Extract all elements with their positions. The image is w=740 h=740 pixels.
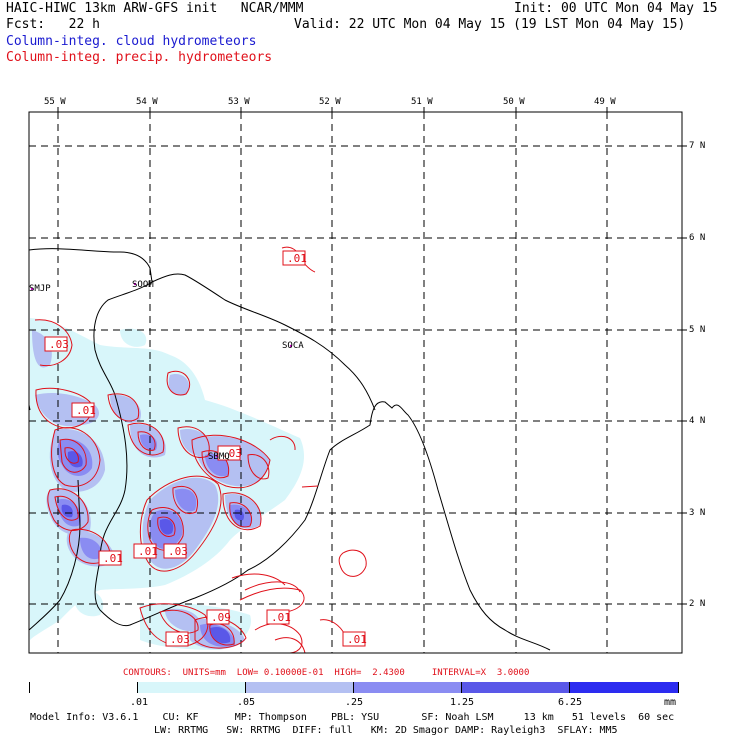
lat-label: 7 N [689, 141, 706, 151]
contour-label: .01 [347, 633, 367, 646]
lat-lon-grid [29, 112, 682, 653]
lat-label: 4 N [689, 416, 706, 426]
colorbar-cell [30, 682, 138, 693]
contour-label: .01 [103, 552, 123, 565]
lat-label: 2 N [689, 599, 706, 609]
lon-label: 54 W [136, 97, 158, 107]
contour-label: .03 [222, 447, 242, 460]
lon-label: 50 W [503, 97, 525, 107]
colorbar-cell [246, 682, 354, 693]
colorbar-cell [138, 682, 246, 693]
init-time: Init: 00 UTC Mon 04 May 15 [514, 1, 718, 16]
model-info-line2: LW: RRTMG SW: RRTMG DIFF: full KM: 2D Sm… [154, 725, 618, 736]
contour-label: .01 [76, 404, 96, 417]
field-title-cloud: Column-integ. cloud hydrometeors [6, 34, 257, 49]
valid-time: Valid: 22 UTC Mon 04 May 15 (19 LST Mon … [294, 17, 686, 32]
lat-label: 5 N [689, 325, 706, 335]
colorbar-cell [570, 682, 678, 693]
colorbar-level: .05 [237, 697, 256, 708]
lon-label: 55 W [44, 97, 66, 107]
station-label: SMJP [29, 284, 51, 294]
precip-contours [34, 246, 367, 653]
forecast-hour: Fcst: 22 h [6, 17, 100, 32]
contour-label: .03 [49, 338, 69, 351]
colorbar-level: 1.25 [450, 697, 475, 708]
map-frame [28, 111, 683, 654]
colorbar-cell [354, 682, 462, 693]
lon-label: 51 W [411, 97, 433, 107]
colorbar-level: 6.25 [558, 697, 583, 708]
colorbar-level: .25 [345, 697, 364, 708]
lon-label: 53 W [228, 97, 250, 107]
contour-label: .03 [170, 633, 190, 646]
contour-label: .09 [211, 611, 231, 624]
contour-label: .01 [287, 252, 307, 265]
contour-label: .01 [271, 611, 291, 624]
lon-ticks [57, 107, 608, 112]
lon-label: 49 W [594, 97, 616, 107]
contour-label: .01 [138, 545, 158, 558]
contour-info: CONTOURS: UNITS=mm LOW= 0.10000E-01 HIGH… [123, 668, 530, 678]
lon-label: 52 W [319, 97, 341, 107]
field-title-precip: Column-integ. precip. hydrometeors [6, 50, 273, 65]
station-label: SOOM [132, 280, 154, 290]
colorbar-level: .01 [130, 697, 149, 708]
lat-ticks [682, 145, 687, 605]
station-label: SOCA [282, 341, 304, 351]
lat-label: 3 N [689, 508, 706, 518]
coastline [29, 248, 551, 651]
contour-label-boxes [44, 250, 366, 647]
colorbar-unit: mm [664, 697, 677, 708]
plot-title: HAIC-HIWC 13km ARW-GFS init NCAR/MMM [6, 1, 304, 16]
lat-label: 6 N [689, 233, 706, 243]
station-label: SBMQ [208, 452, 230, 462]
contour-label: .03 [168, 545, 188, 558]
model-info-line1: Model Info: V3.6.1 CU: KF MP: Thompson P… [30, 712, 675, 723]
colorbar-cell [462, 682, 570, 693]
